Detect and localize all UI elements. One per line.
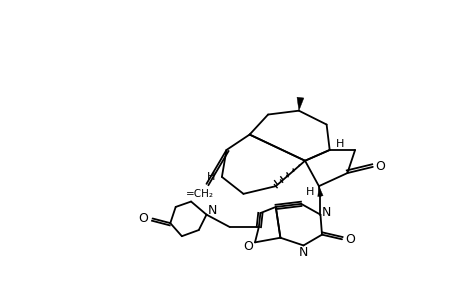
Text: N: N (298, 246, 308, 259)
Text: O: O (344, 233, 354, 246)
Text: =CH₂: =CH₂ (186, 189, 214, 199)
Text: H: H (336, 139, 344, 149)
Text: N: N (321, 206, 330, 219)
Text: O: O (138, 212, 148, 225)
Text: H: H (207, 172, 215, 182)
Polygon shape (297, 97, 303, 111)
Text: O: O (243, 241, 252, 254)
Polygon shape (317, 186, 322, 196)
Text: N: N (207, 204, 217, 217)
Text: O: O (375, 160, 385, 173)
Text: H: H (305, 187, 313, 197)
